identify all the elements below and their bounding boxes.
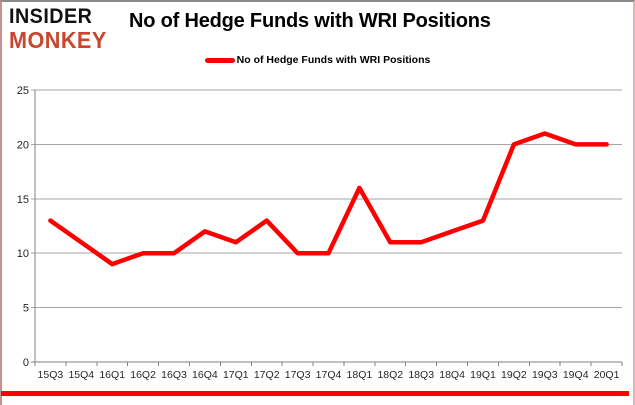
x-tick-label: 17Q1 (223, 369, 249, 381)
x-tick-label: 18Q2 (377, 369, 403, 381)
series-line (48, 131, 609, 267)
x-tick-label: 18Q4 (439, 369, 465, 381)
y-tick-label: 15 (17, 194, 29, 206)
x-tick-label: 19Q3 (532, 369, 558, 381)
x-tick-label: 17Q4 (316, 369, 342, 381)
x-tick-label: 15Q3 (38, 369, 64, 381)
y-tick-label: 25 (17, 85, 29, 97)
y-tick-label: 10 (17, 248, 29, 260)
x-tick-label: 15Q4 (68, 369, 94, 381)
x-tick-label: 16Q1 (99, 369, 125, 381)
x-tick-label: 17Q3 (285, 369, 311, 381)
legend-line-swatch (204, 57, 235, 63)
x-tick-label: 17Q2 (254, 369, 280, 381)
x-tick-label: 16Q4 (192, 369, 218, 381)
y-tick-label: 5 (23, 303, 29, 315)
legend: No of Hedge Funds with WRI Positions (0, 53, 635, 67)
x-tick-label: 16Q3 (161, 369, 187, 381)
x-tick-label: 19Q2 (501, 369, 527, 381)
x-tick-label: 19Q1 (470, 369, 496, 381)
chart-title: No of Hedge Funds with WRI Positions (129, 10, 491, 32)
x-tick-label: 18Q3 (408, 369, 434, 381)
bottom-red-bar (1, 391, 629, 396)
logo-line-monkey: MONKEY (9, 27, 107, 53)
x-tick-label: 18Q1 (347, 369, 373, 381)
y-tick-label: 20 (17, 139, 29, 151)
x-tick-label: 19Q4 (563, 369, 589, 381)
x-tick-label: 20Q1 (594, 369, 620, 381)
insider-monkey-logo: INSIDER MONKEY (9, 6, 107, 52)
logo-line-insider: INSIDER (9, 5, 93, 28)
legend-label: No of Hedge Funds with WRI Positions (236, 54, 431, 66)
x-tick-label: 16Q2 (130, 369, 156, 381)
y-tick-label: 0 (23, 357, 29, 369)
